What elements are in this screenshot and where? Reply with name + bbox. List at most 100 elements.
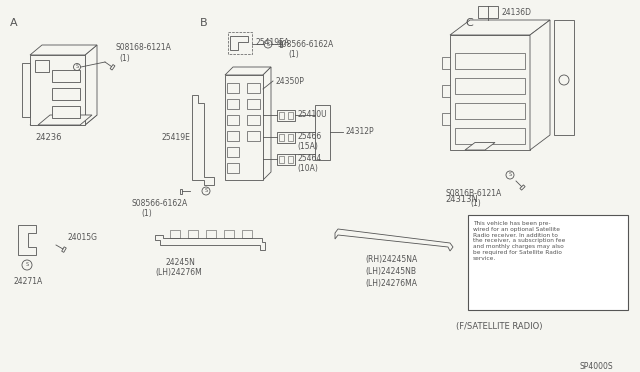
Bar [468,215,628,310]
Polygon shape [18,225,36,255]
Polygon shape [335,229,453,251]
Text: S0816B-6121A: S0816B-6121A [445,189,501,198]
Bar [227,99,239,109]
Circle shape [506,171,514,179]
Bar [478,6,498,18]
Bar [450,35,530,150]
Polygon shape [85,45,97,125]
Bar [247,83,260,93]
Bar [455,53,525,69]
Bar [52,106,80,118]
Bar [242,230,252,238]
Circle shape [74,64,81,71]
Bar [442,113,450,125]
Bar [288,112,293,119]
Text: 25464: 25464 [297,154,321,163]
Circle shape [264,40,272,48]
Bar [228,32,252,54]
Text: 24236: 24236 [35,133,61,142]
Text: (F/SATELLITE RADIO): (F/SATELLITE RADIO) [456,322,543,331]
Circle shape [202,187,210,195]
Text: SP4000S: SP4000S [580,362,614,371]
Text: 24350P: 24350P [275,77,304,86]
Polygon shape [530,20,550,150]
Text: 24313N: 24313N [445,195,478,204]
Polygon shape [38,115,92,125]
Polygon shape [22,63,30,117]
Bar [277,110,295,121]
Bar [227,147,239,157]
Bar [227,163,239,173]
Text: 24015G: 24015G [68,233,98,242]
Text: (1): (1) [141,209,152,218]
Text: 25466: 25466 [297,132,321,141]
Polygon shape [110,64,115,70]
Bar [52,88,80,100]
Bar [315,105,330,160]
Polygon shape [520,185,525,190]
Polygon shape [192,95,214,185]
Text: 24312P: 24312P [345,127,374,136]
Bar [279,112,284,119]
Polygon shape [30,115,97,125]
Text: S: S [76,64,79,70]
Bar [227,115,239,125]
Text: (LH)24276MA: (LH)24276MA [365,279,417,288]
Text: 24245N: 24245N [165,258,195,267]
Polygon shape [465,142,495,150]
Bar [206,230,216,238]
Bar [442,85,450,97]
Bar [224,230,234,238]
Text: C: C [465,18,473,28]
Bar [455,128,525,144]
Polygon shape [61,247,67,252]
Text: This vehicle has been pre-
wired for an optional Satellite
Radio receiver. In ad: This vehicle has been pre- wired for an … [473,221,565,261]
Bar [188,230,198,238]
Bar [227,131,239,141]
Polygon shape [230,36,248,50]
Polygon shape [30,45,97,55]
Text: (LH)24245NB: (LH)24245NB [365,267,416,276]
Text: 24136D: 24136D [502,8,532,17]
Text: (RH)24245NA: (RH)24245NA [365,255,417,264]
Text: (1): (1) [119,54,130,63]
Polygon shape [280,42,282,46]
Polygon shape [155,235,265,250]
Bar [442,57,450,69]
Text: 24271A: 24271A [13,277,42,286]
Text: A: A [10,18,18,28]
Circle shape [22,260,32,270]
Text: S08566-6162A: S08566-6162A [131,199,188,208]
Circle shape [559,75,569,85]
Text: (LH)24276M: (LH)24276M [155,268,202,277]
Text: B: B [200,18,207,28]
Bar [225,75,263,180]
Text: S08168-6121A: S08168-6121A [115,43,171,52]
Bar [170,230,180,238]
Bar [288,134,293,141]
Bar [288,156,293,163]
Bar [279,134,284,141]
Bar [52,70,80,82]
Bar [247,131,260,141]
Text: S: S [26,263,29,267]
Text: S: S [266,42,269,46]
Bar [35,60,49,72]
Text: 25419EA: 25419EA [256,38,290,47]
Text: S: S [508,173,511,177]
Bar [554,20,574,135]
Bar [227,83,239,93]
Bar [247,99,260,109]
Text: (1): (1) [288,50,299,59]
Polygon shape [263,67,271,180]
Text: (15A): (15A) [297,142,318,151]
Text: 25419E: 25419E [162,133,191,142]
Polygon shape [225,67,271,75]
Bar [277,132,295,143]
Text: 25410U: 25410U [297,110,326,119]
Text: S08566-6162A: S08566-6162A [278,40,334,49]
Polygon shape [180,189,182,193]
Text: (1): (1) [470,199,481,208]
Bar [455,78,525,94]
Bar [30,55,85,125]
